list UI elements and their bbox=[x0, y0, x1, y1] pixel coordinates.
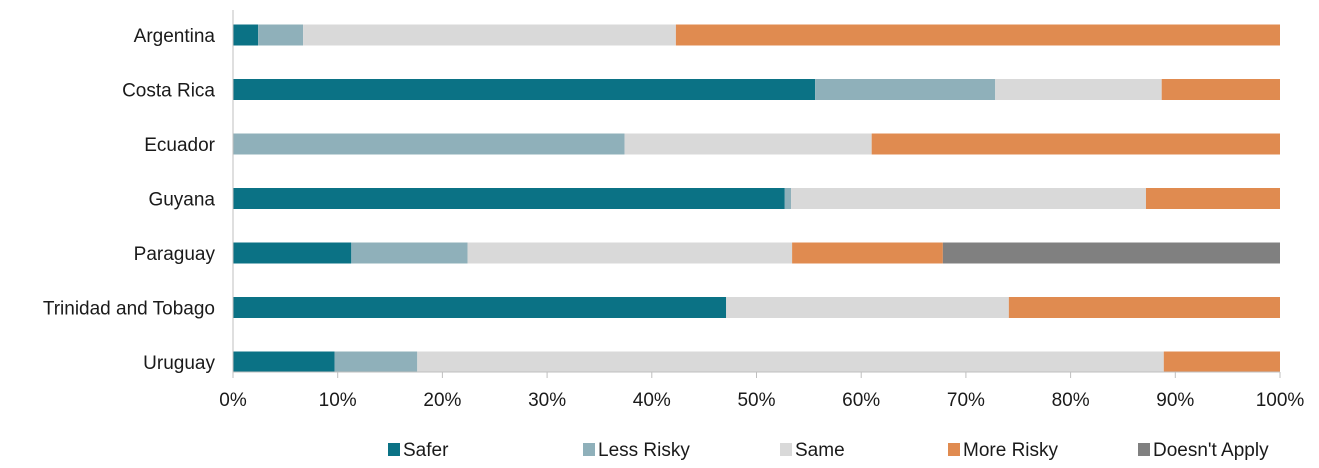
x-tick-label: 70% bbox=[947, 390, 985, 411]
bar-segment-trinidad-and-tobago-more-risky bbox=[1008, 297, 1280, 318]
bar-segment-argentina-same bbox=[303, 24, 676, 46]
x-tick-label: 10% bbox=[319, 390, 357, 411]
bar-segment-ecuador-same bbox=[624, 133, 872, 155]
legend-label-less-risky: Less Risky bbox=[598, 440, 690, 461]
legend-swatch-same bbox=[780, 443, 792, 456]
x-tick-label: 90% bbox=[1156, 390, 1194, 411]
category-label-trinidad-and-tobago: Trinidad and Tobago bbox=[43, 299, 215, 320]
bar-segment-paraguay-doesn-t-apply bbox=[942, 242, 1280, 264]
category-label-costa-rica: Costa Rica bbox=[122, 81, 215, 102]
bar-segment-costa-rica-less-risky bbox=[815, 79, 996, 100]
bar-segment-trinidad-and-tobago-same bbox=[726, 297, 1009, 318]
bar-segment-uruguay-less-risky bbox=[334, 351, 418, 373]
legend-label-doesn-t-apply: Doesn't Apply bbox=[1153, 440, 1269, 461]
bar-segment-guyana-more-risky bbox=[1145, 188, 1280, 209]
bar-segment-trinidad-and-tobago-safer bbox=[233, 297, 727, 318]
bar-segment-costa-rica-same bbox=[995, 79, 1162, 100]
bars-layer bbox=[233, 24, 1280, 373]
legend-swatch-doesn-t-apply bbox=[1138, 443, 1150, 456]
bar-segment-argentina-less-risky bbox=[258, 24, 304, 46]
bar-segment-uruguay-safer bbox=[233, 351, 335, 373]
bar-segment-paraguay-less-risky bbox=[351, 242, 468, 264]
bar-segment-uruguay-same bbox=[417, 351, 1164, 373]
legend-label-safer: Safer bbox=[403, 440, 449, 461]
bar-segment-costa-rica-safer bbox=[233, 79, 816, 100]
x-tick-label: 20% bbox=[423, 390, 461, 411]
bar-segment-argentina-more-risky bbox=[675, 24, 1280, 46]
bar-segment-paraguay-same bbox=[467, 242, 793, 264]
bar-segment-guyana-safer bbox=[233, 188, 785, 209]
x-tick-label: 0% bbox=[219, 390, 247, 411]
x-tick-label: 30% bbox=[528, 390, 566, 411]
category-label-paraguay: Paraguay bbox=[134, 244, 216, 265]
x-tick-label: 60% bbox=[842, 390, 880, 411]
category-label-guyana: Guyana bbox=[148, 190, 215, 211]
legend: Safer Less Risky Same More Risky Doesn't App… bbox=[388, 440, 1269, 461]
bar-segment-argentina-safer bbox=[233, 24, 259, 46]
axis-layer: 0% 10% 20% 30% 40% 50% 60% 70% 80% 90% 100% bbox=[219, 10, 1304, 411]
bar-segment-ecuador-less-risky bbox=[233, 133, 625, 155]
category-label-uruguay: Uruguay bbox=[143, 353, 215, 374]
x-tick-label: 100% bbox=[1256, 390, 1305, 411]
category-label-argentina: Argentina bbox=[134, 26, 216, 47]
legend-swatch-less-risky bbox=[583, 443, 595, 456]
legend-label-more-risky: More Risky bbox=[963, 440, 1059, 461]
bar-segment-paraguay-safer bbox=[233, 242, 352, 264]
legend-swatch-more-risky bbox=[948, 443, 960, 456]
legend-label-same: Same bbox=[795, 440, 845, 461]
bar-segment-uruguay-more-risky bbox=[1163, 351, 1280, 373]
x-tick-label: 80% bbox=[1052, 390, 1090, 411]
bar-segment-guyana-same bbox=[791, 188, 1146, 209]
bar-segment-paraguay-more-risky bbox=[792, 242, 943, 264]
category-labels: Argentina Costa Rica Ecuador Guyana Paraguay… bbox=[43, 26, 216, 374]
bar-segment-ecuador-more-risky bbox=[871, 133, 1280, 155]
bar-segment-guyana-less-risky bbox=[784, 188, 792, 209]
x-tick-label: 40% bbox=[633, 390, 671, 411]
category-label-ecuador: Ecuador bbox=[144, 135, 215, 156]
bar-segment-costa-rica-more-risky bbox=[1161, 79, 1280, 100]
x-tick-label: 50% bbox=[737, 390, 775, 411]
legend-swatch-safer bbox=[388, 443, 400, 456]
